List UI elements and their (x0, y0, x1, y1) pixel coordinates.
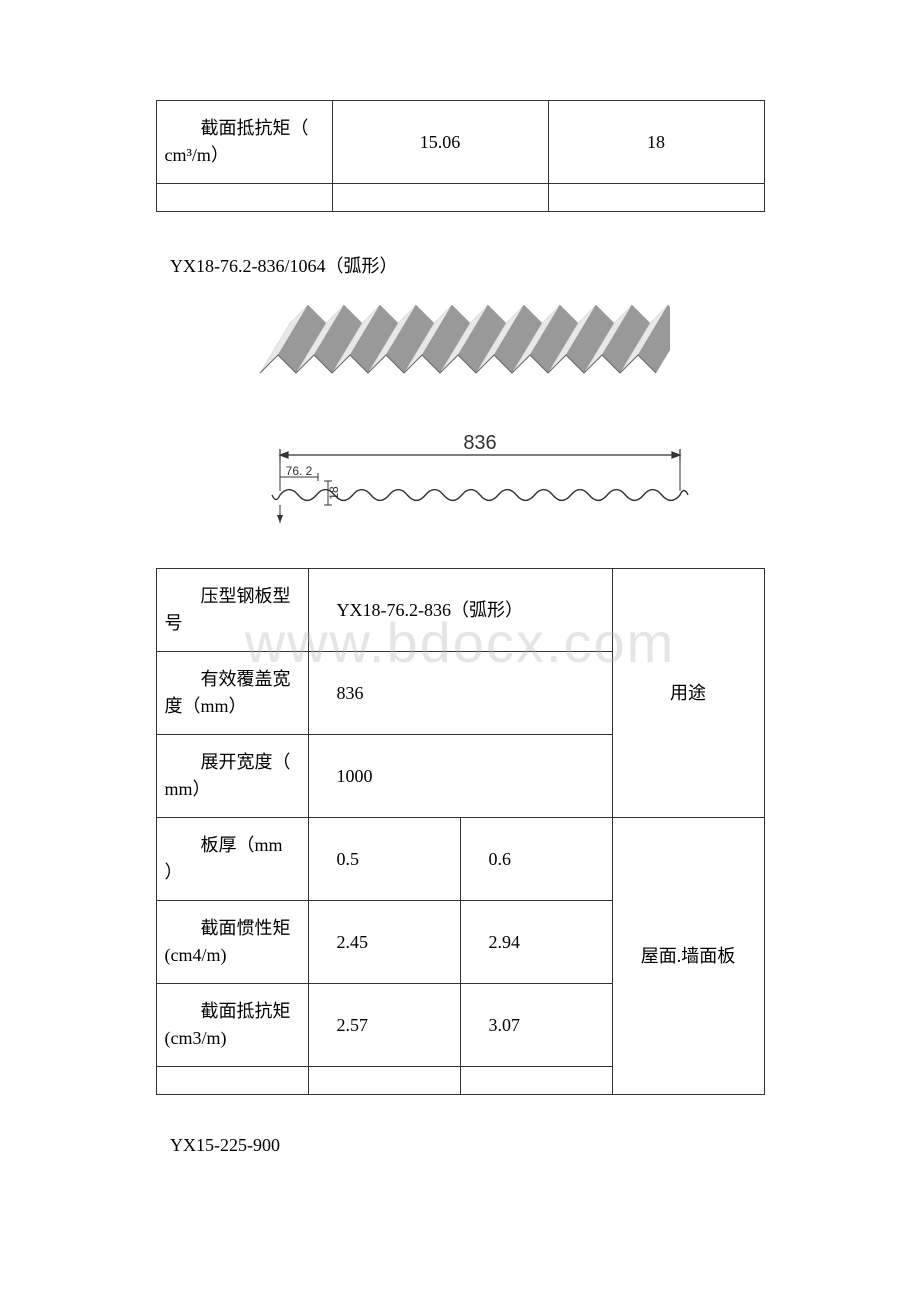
table-row: 压型钢板型 号 YX18-76.2-836（弧形） 用途 (156, 569, 764, 652)
cell-value: YX18-76.2-836（弧形） (308, 569, 612, 652)
cell-value: 2.57 (308, 984, 460, 1067)
dim-height: 18 (327, 486, 341, 500)
section-title: YX18-76.2-836/1064（弧形） (170, 252, 800, 278)
cell-value: 836 (308, 652, 612, 735)
top-table: 截面抵抗矩（ cm³/m） 15.06 18 (156, 100, 765, 212)
cell-value: 3.07 (460, 984, 612, 1067)
dim-width: 836 (463, 433, 496, 454)
cell-usage-value: 屋面.墙面板 (612, 818, 764, 1095)
diagram-container: 836 76. 2 18 (156, 303, 764, 538)
section-title: YX15-225-900 (170, 1135, 800, 1156)
row-label: 压型钢板型 号 (156, 569, 308, 652)
row-label: 截面抵抗矩 (cm3/m) (156, 984, 308, 1067)
spec-table: 压型钢板型 号 YX18-76.2-836（弧形） 用途 有效覆盖宽 度（mm）… (156, 568, 765, 1095)
row-label: 截面抵抗矩（ cm³/m） (156, 101, 332, 184)
cell-value: 2.94 (460, 901, 612, 984)
row-label: 截面惯性矩 (cm4/m) (156, 901, 308, 984)
corrugated-panel-illustration (250, 303, 670, 413)
cell-value: 18 (548, 101, 764, 184)
cell-value: 0.6 (460, 818, 612, 901)
cell-value: 0.5 (308, 818, 460, 901)
cell-usage-label: 用途 (612, 569, 764, 818)
profile-dimension-drawing: 836 76. 2 18 (220, 433, 700, 538)
cell-value: 1000 (308, 735, 612, 818)
row-label: 板厚（mm ） (156, 818, 308, 901)
table-row: 截面抵抗矩（ cm³/m） 15.06 18 (156, 101, 764, 184)
table-row: 板厚（mm ） 0.5 0.6 屋面.墙面板 (156, 818, 764, 901)
row-label: 有效覆盖宽 度（mm） (156, 652, 308, 735)
row-label: 展开宽度（ mm） (156, 735, 308, 818)
table-row (156, 184, 764, 212)
dim-pitch: 76. 2 (286, 464, 313, 478)
cell-value: 15.06 (332, 101, 548, 184)
cell-value: 2.45 (308, 901, 460, 984)
